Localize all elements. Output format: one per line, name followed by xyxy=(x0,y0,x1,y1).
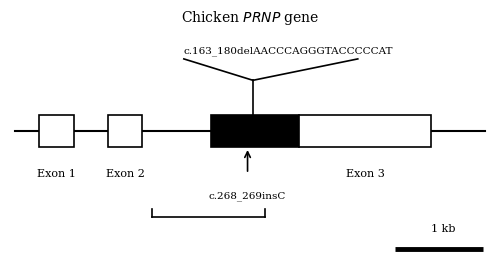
Bar xyxy=(40,115,74,147)
Text: c.163_180delAACCCAGGGTACCCCCAT: c.163_180delAACCCAGGGTACCCCCAT xyxy=(184,47,394,56)
Text: Exon 1: Exon 1 xyxy=(37,169,76,179)
Text: Chicken $\it{PRNP}$ gene: Chicken $\it{PRNP}$ gene xyxy=(181,10,319,27)
Bar xyxy=(211,115,299,147)
Text: c.268_269insC: c.268_269insC xyxy=(209,191,286,201)
Bar xyxy=(108,115,142,147)
Text: 1 kb: 1 kb xyxy=(432,224,456,234)
Text: Exon 3: Exon 3 xyxy=(346,169,385,179)
Bar xyxy=(299,115,432,147)
Text: Exon 2: Exon 2 xyxy=(106,169,144,179)
